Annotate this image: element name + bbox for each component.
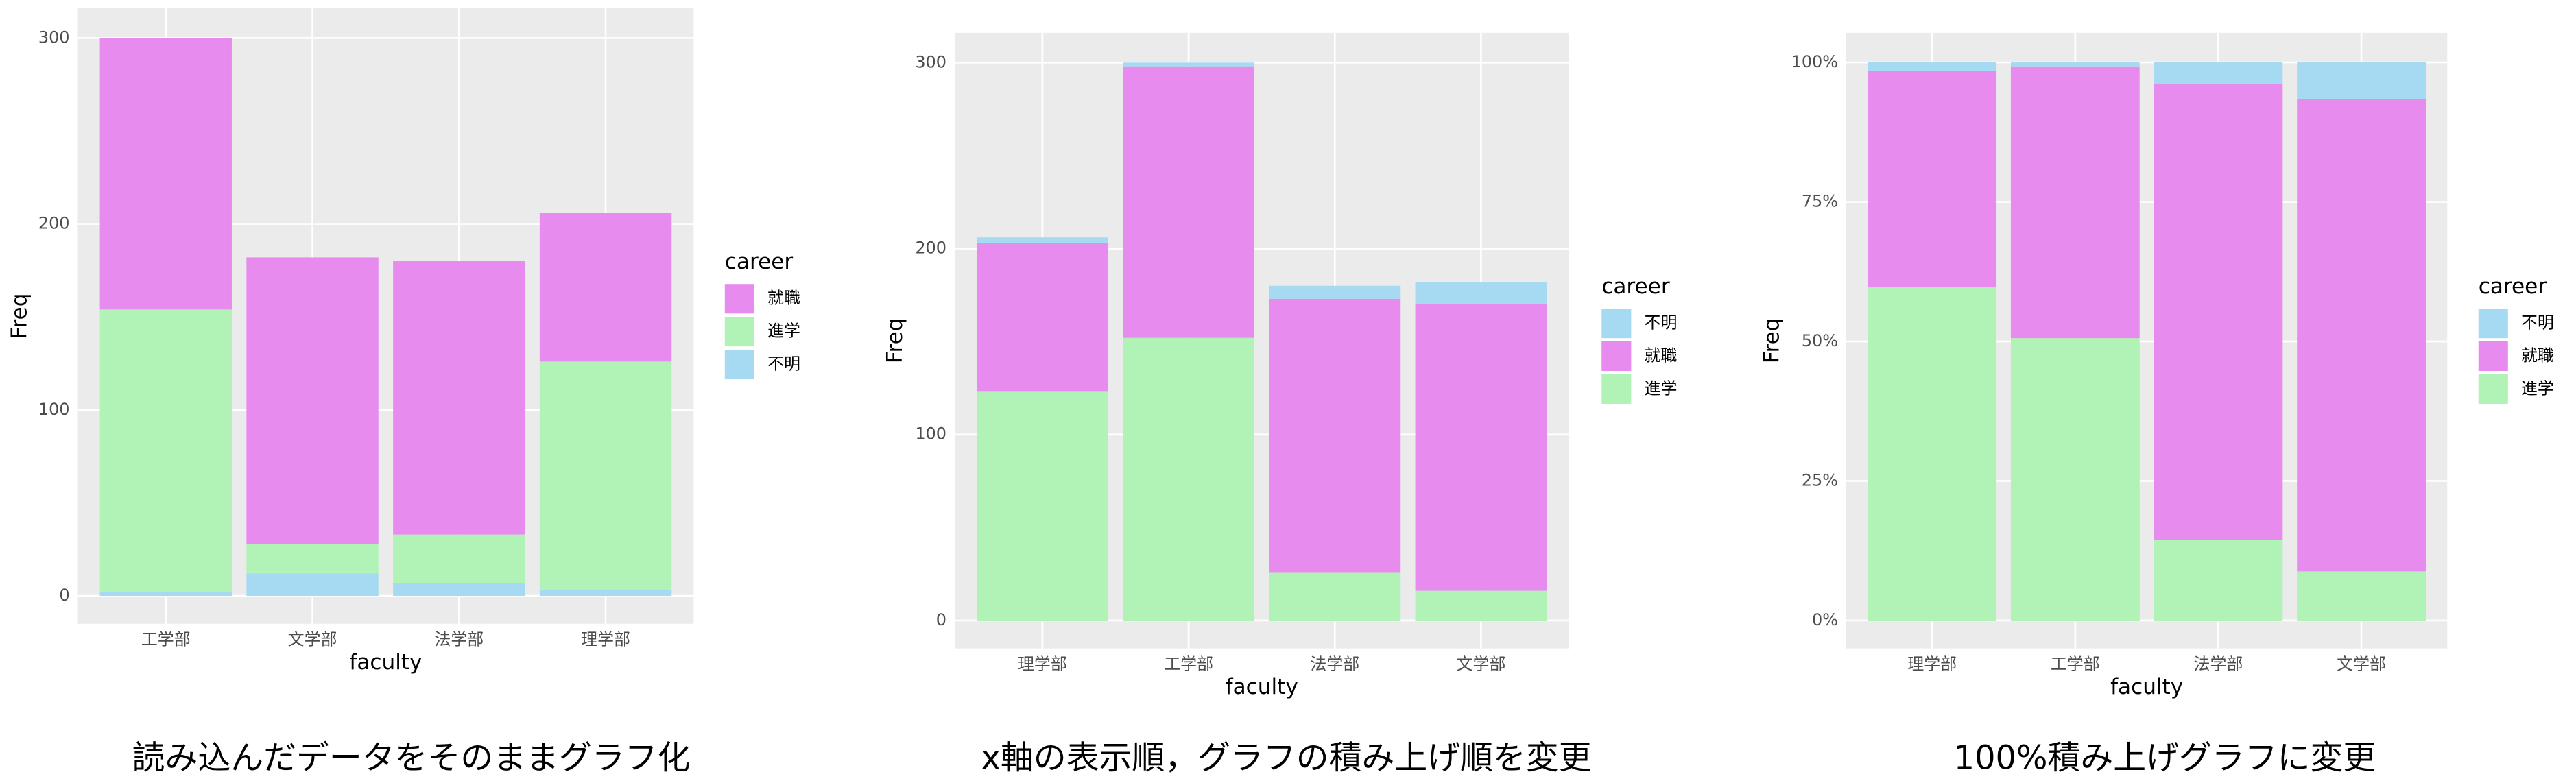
bar-segment [246,573,379,597]
y-tick-label: 25% [1802,470,1838,490]
x-tick-label: 工学部 [2051,655,2100,674]
y-tick-label: 75% [1802,192,1838,211]
legend-label: 就職 [1645,346,1678,365]
legend-key [2478,341,2508,372]
bar-segment [976,392,1108,621]
bar-segment [539,361,672,590]
y-axis-title: Freq [883,317,907,363]
chart: 0 100 200 300 理学部 工学部 法学部 文学部 faculty Freq career 不… [883,32,1678,777]
legend-key [724,284,754,314]
bar-segment [246,257,379,544]
x-tick-label: 理学部 [581,630,630,649]
bar-segment [2297,99,2426,572]
x-tick-label: 文学部 [288,630,337,649]
legend-key [1601,309,1632,339]
y-axis-title: Freq [1759,317,1784,363]
bar-segment [2010,66,2140,339]
x-tick-label: 法学部 [2194,655,2243,674]
bar-segment [1123,66,1255,338]
x-tick-label: 工学部 [141,630,191,649]
bar-segment [539,213,672,362]
legend-title: career [725,250,794,274]
x-tick-label: 法学部 [1310,655,1359,674]
x-tick-label: 文学部 [2337,655,2386,674]
y-tick-label: 300 [915,52,946,71]
x-tick-label: 工学部 [1164,655,1213,674]
x-axis-title: faculty [1226,675,1298,699]
bar-segment [539,590,672,597]
bar-segment [1123,62,1255,67]
bar-segment [2154,62,2283,84]
y-tick-label: 200 [915,239,946,258]
legend-label: 不明 [1645,313,1678,333]
bar-segment [1868,62,1997,71]
x-axis-title: faculty [2110,675,2183,699]
y-tick-label: 0 [59,586,69,605]
bar-segment [2010,62,2140,67]
caption: x軸の表示順，グラフの積み上げ順を変更 [981,739,1592,777]
y-tick-label: 100 [915,424,946,444]
chart: 0 100 200 300 工学部 文学部 法学部 理学部 faculty Freq career 就… [8,8,800,777]
bar-segment [976,243,1108,392]
bar-segment [2297,62,2426,99]
caption: 100%積み上げグラフに変更 [1954,739,2376,777]
legend-label: 進学 [2521,378,2554,398]
bar-segment [976,237,1108,243]
bar-segment [393,534,525,583]
legend-label: 就職 [767,289,800,308]
bar-segment [99,309,232,592]
bar-segment [1269,285,1401,299]
x-tick-label: 理学部 [1907,655,1957,674]
y-axis-title: Freq [8,293,32,339]
x-tick-label: 理学部 [1018,655,1067,674]
bar-segment [393,261,525,535]
bar-segment [1415,304,1547,591]
x-tick-label: 文学部 [1457,655,1506,674]
legend-title: career [2479,274,2547,299]
y-tick-label: 100 [38,400,70,419]
legend-key [724,317,754,347]
chart: 0% 25% 50% 75% 100% 理学部 工学部 法学部 文学部 faculty Freq ca… [1759,32,2554,777]
y-tick-label: 100% [1791,52,1838,71]
legend-key [1601,341,1632,372]
bar-segment [1415,590,1547,621]
bar-segment [2154,84,2283,540]
bar-segment [246,544,379,574]
bar-segment [2154,540,2283,621]
y-tick-label: 0% [1812,610,1838,629]
bar-segment [1415,282,1547,304]
y-tick-label: 50% [1802,331,1838,350]
x-axis-title: faculty [349,650,422,675]
legend-key [1601,374,1632,404]
legend-label: 進学 [767,322,800,341]
caption: 読み込んだデータをそのままグラフ化 [132,739,691,777]
y-tick-label: 200 [38,214,70,233]
bar-segment [99,592,232,597]
bar-segment [99,38,232,310]
bar-segment [1269,298,1401,573]
bar-segment [1868,71,1997,288]
bar-segment [1868,287,1997,621]
bar-segment [1269,572,1401,621]
x-tick-label: 法学部 [434,630,484,649]
legend-title: career [1601,274,1670,299]
legend-label: 進学 [1645,378,1678,398]
legend-key [2478,374,2508,404]
legend-label: 就職 [2521,346,2554,365]
legend-key [2478,309,2508,339]
y-tick-label: 300 [38,27,70,47]
y-tick-label: 0 [936,610,946,629]
bar-segment [1123,337,1255,621]
bar-segment [393,583,525,597]
legend-key [724,349,754,380]
bar-segment [2010,338,2140,621]
bar-segment [2297,571,2426,621]
legend-label: 不明 [2521,313,2554,333]
legend-label: 不明 [767,354,800,373]
